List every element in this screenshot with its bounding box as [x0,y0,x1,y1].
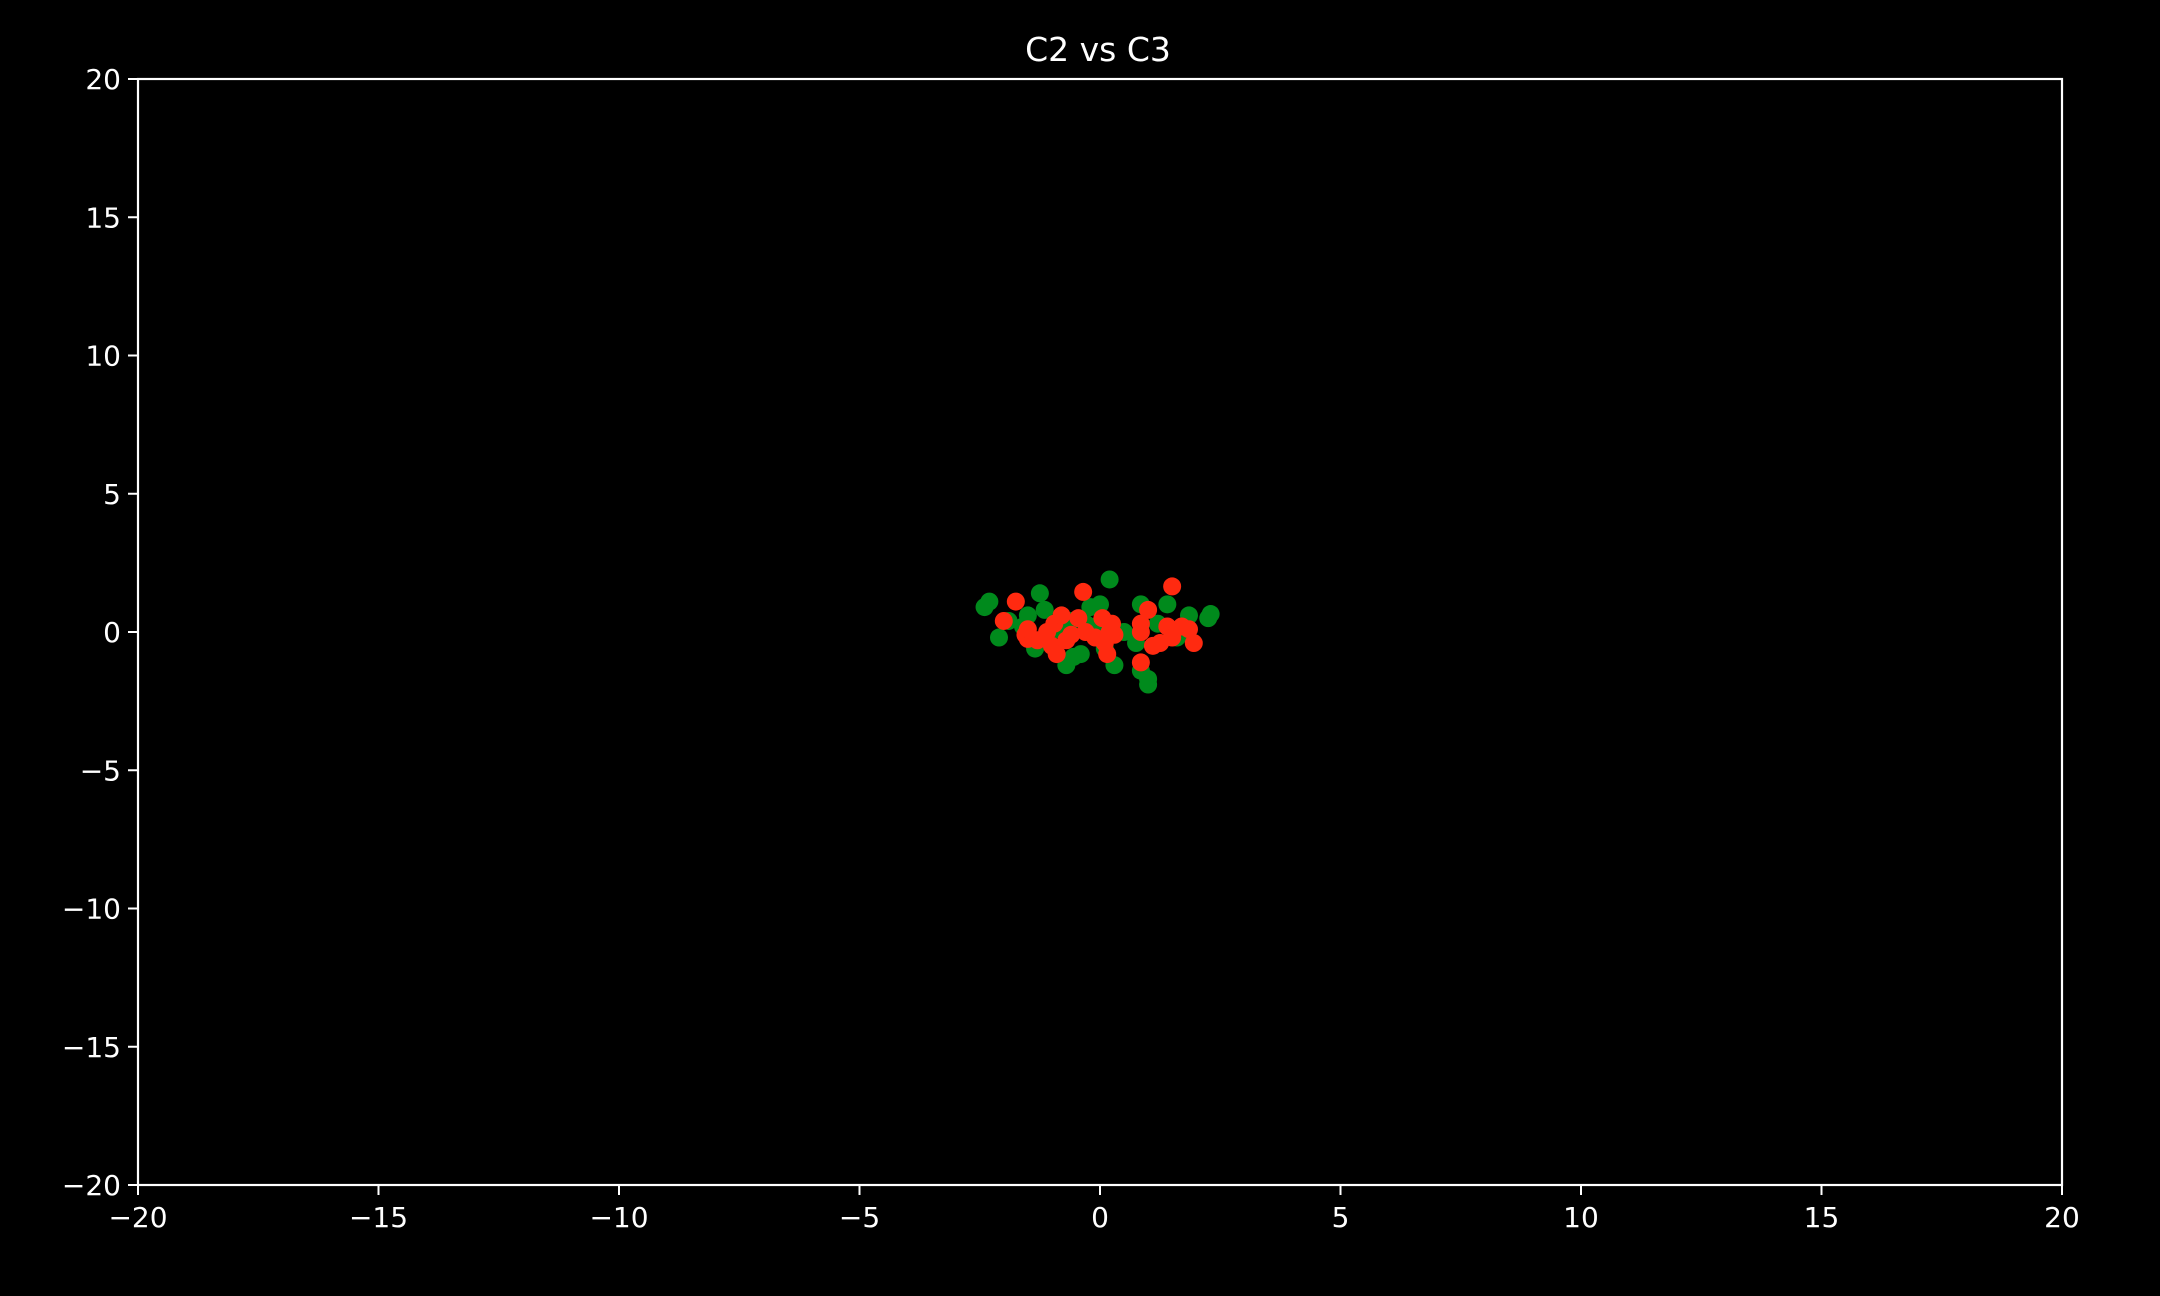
scatter-point [1006,592,1025,611]
scatter-point [1158,595,1177,614]
scatter-point [1163,577,1182,596]
scatter-point [1201,605,1220,624]
scatter-point [1062,625,1081,644]
y-tick-label: −15 [62,1031,121,1064]
scatter-point [1100,570,1119,589]
scatter-point [1081,598,1100,617]
x-tick-label: −10 [589,1201,648,1234]
scatter-point [1071,645,1090,664]
x-tick-label: 10 [1563,1201,1599,1234]
scatter-point [1018,620,1037,639]
scatter-point [1069,609,1088,628]
x-tick-label: 0 [1091,1201,1109,1234]
scatter-point [1184,634,1203,653]
x-tick-label: 15 [1804,1201,1840,1234]
scatter-point [1030,584,1049,603]
scatter-point [1047,645,1066,664]
scatter-point [1035,600,1054,619]
scatter-point [1139,600,1158,619]
y-tick-label: 5 [103,478,121,511]
y-tick-label: 15 [85,201,121,234]
x-tick-label: 20 [2044,1201,2080,1234]
chart-title: C2 vs C3 [1025,30,1171,69]
scatter-point [1052,606,1071,625]
scatter-point [1098,645,1117,664]
scatter-point [1100,623,1119,641]
scatter-point [994,611,1013,630]
scatter-point [980,592,999,611]
y-tick-label: 10 [85,340,121,373]
y-tick-label: 20 [85,63,121,96]
scatter-point [1139,675,1158,694]
y-tick-label: −10 [62,893,121,926]
scatter-point [1074,582,1093,601]
scatter-point [1131,653,1150,672]
scatter-point [1018,606,1037,625]
y-tick-label: −5 [80,754,121,787]
x-tick-label: −15 [349,1201,408,1234]
x-tick-label: 5 [1332,1201,1350,1234]
y-tick-label: −20 [62,1169,121,1202]
y-tick-label: 0 [103,616,121,649]
scatter-point [989,628,1008,647]
scatter-point [1131,623,1150,641]
data-points [975,570,1220,694]
x-tick-label: −20 [108,1201,167,1234]
scatter-point [1179,620,1198,639]
x-tick-label: −5 [839,1201,880,1234]
plot-frame [136,77,2064,1187]
axis-ticks: −20 −15 −10 −5 0 5 10 15 20 20 15 10 5 0 −5 −10 −15 −20 [62,63,2080,1234]
